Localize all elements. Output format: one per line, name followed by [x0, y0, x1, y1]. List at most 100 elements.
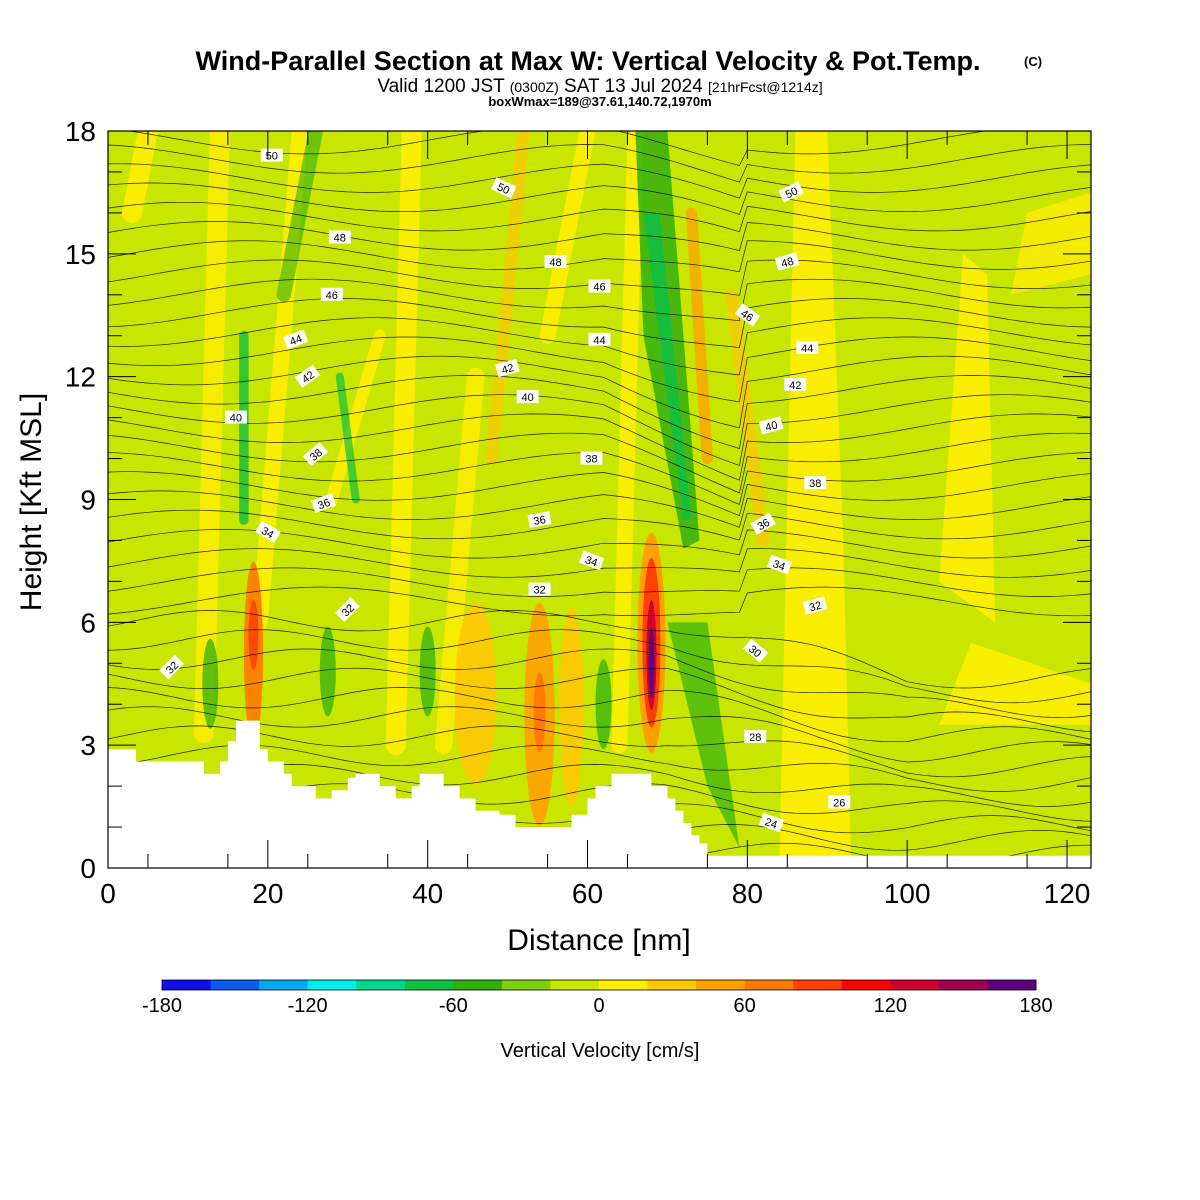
theta-contour — [108, 567, 1091, 597]
contour-label: 46 — [588, 279, 611, 294]
theta-contour — [108, 648, 1091, 718]
colorbar-tick-label: -180 — [142, 995, 182, 1017]
colorbar-swatch — [647, 980, 697, 990]
contour-label: 48 — [544, 255, 567, 269]
colorbar-swatch — [162, 980, 212, 990]
contour-label-text: 40 — [230, 413, 242, 425]
theta-contour — [108, 687, 1091, 743]
contour-label-box — [260, 148, 283, 162]
contour-label: 46 — [320, 287, 343, 302]
contour-label: 48 — [774, 252, 800, 271]
chart-subtitle-box: boxWmax=189@37.61,140.72,1970m — [488, 94, 711, 109]
colorbar-swatch — [987, 980, 1037, 990]
contour-label-box — [495, 358, 520, 378]
contour-label: 42 — [784, 377, 807, 392]
contour-label-text: 36 — [755, 517, 772, 534]
contour-label-box — [579, 550, 605, 571]
colorbar-tick-label: -120 — [288, 995, 328, 1017]
vv-band — [724, 288, 770, 547]
colorbar-swatch — [404, 980, 454, 990]
y-axis-label: Height [Kft MSL] — [15, 393, 48, 611]
theta-contour — [108, 182, 1091, 215]
y-tick-label: 9 — [80, 485, 96, 516]
valid-zulu: (0300Z) — [510, 79, 559, 95]
contour-label-text: 46 — [326, 290, 338, 302]
contour-label-box — [766, 554, 793, 575]
contour-label-box — [528, 582, 551, 596]
colorbar-swatch — [793, 980, 843, 990]
contour-label-text: 42 — [789, 380, 801, 392]
y-tick-label: 3 — [80, 730, 96, 761]
y-tick-label: 15 — [65, 239, 96, 270]
contour-label-text: 42 — [300, 369, 317, 386]
contour-label-box — [743, 638, 769, 663]
colorbar-frame — [161, 979, 1037, 991]
theta-contour — [108, 610, 1091, 689]
contour-label-box — [744, 730, 767, 743]
contour-label-text: 28 — [749, 732, 761, 744]
contour-label-box — [758, 812, 785, 833]
vv-region — [779, 131, 852, 868]
contour-label-box — [311, 493, 337, 514]
contour-label-text: 26 — [833, 798, 845, 810]
contour-label: 26 — [828, 795, 851, 810]
contour-label-box — [588, 279, 611, 293]
y-tick-label: 6 — [80, 607, 96, 638]
contour-label-text: 44 — [593, 335, 605, 347]
contour-label-box — [778, 181, 804, 203]
colorbar-tick-label: 180 — [1019, 995, 1052, 1017]
theta-contour — [108, 490, 1091, 528]
contour-label: 48 — [328, 230, 351, 245]
vv-downdraft — [667, 622, 740, 848]
chart-subtitle-valid: Valid 1200 JST (0300Z) SAT 13 Jul 2024 [… — [377, 76, 822, 97]
contour-label-box — [491, 177, 517, 199]
vv-updraft — [454, 602, 497, 786]
vv-downdraft-cell — [202, 638, 219, 729]
contour-label: 46 — [734, 303, 761, 327]
vv-band — [193, 131, 230, 743]
colorbar-swatch — [696, 980, 746, 990]
contour-label-text: 42 — [500, 362, 515, 377]
vv-band — [685, 207, 713, 465]
x-tick-label: 0 — [100, 878, 116, 909]
theta-contour — [108, 394, 1091, 466]
theta-contour — [108, 336, 1091, 403]
contour-label-box — [758, 416, 784, 435]
contour-label: 42 — [495, 358, 520, 378]
vv-region — [939, 253, 996, 623]
contour-label-text: 24 — [763, 816, 779, 831]
colorbar-swatch — [501, 980, 551, 990]
contour-label: 44 — [283, 329, 309, 350]
contour-label: 40 — [516, 390, 539, 404]
contour-label-box — [580, 451, 603, 465]
contour-label: 34 — [255, 520, 281, 543]
copyright-mark: (C) — [1024, 54, 1042, 69]
contour-label: 32 — [802, 596, 828, 615]
theta-contour — [108, 586, 1091, 617]
contour-label-text: 38 — [585, 454, 597, 466]
contour-label-text: 46 — [593, 282, 605, 294]
vv-downdraft-cell — [419, 626, 436, 717]
contour-label-box — [734, 303, 761, 327]
theta-contour — [108, 629, 1091, 704]
contour-label: 50 — [491, 177, 517, 199]
contour-label-text: 36 — [533, 514, 547, 528]
contour-label-box — [224, 410, 247, 424]
contour-label-box — [159, 654, 184, 680]
valid-forecast: [21hrFcst@1214z] — [708, 79, 823, 95]
vv-band — [385, 131, 422, 756]
x-tick-label: 40 — [412, 878, 443, 909]
theta-contour — [108, 375, 1091, 449]
theta-contour — [108, 278, 1091, 322]
x-tick-label: 120 — [1044, 878, 1091, 909]
theta-contour — [108, 144, 1091, 183]
contour-label: 28 — [744, 730, 767, 744]
vertical-velocity-field — [121, 131, 1091, 868]
contour-label-text: 34 — [583, 554, 599, 569]
theta-contour — [108, 744, 1091, 792]
vv-downdraft-core — [643, 212, 692, 520]
terrain — [108, 720, 1091, 868]
contour-label: 36 — [527, 511, 552, 528]
